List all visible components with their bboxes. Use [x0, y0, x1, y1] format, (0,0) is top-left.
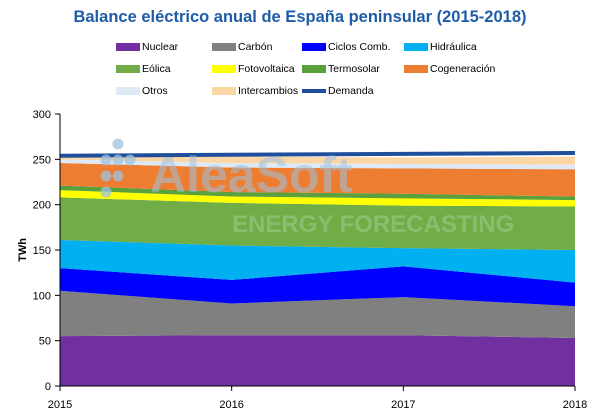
legend-swatch	[116, 65, 140, 73]
area-cogeneracion	[60, 162, 575, 197]
area-intercambios	[60, 156, 575, 165]
x-tick-label: 2018	[563, 399, 587, 411]
legend-label: Nuclear	[142, 41, 179, 53]
watermark-dot	[124, 154, 136, 166]
area-nuclear	[60, 335, 575, 386]
legend-item: Carbón	[212, 41, 272, 53]
y-axis-label: TWh	[17, 238, 29, 262]
legend-label: Termosolar	[328, 63, 380, 75]
legend-swatch	[212, 87, 236, 95]
watermark-tagline: ENERGY FORECASTING	[232, 211, 514, 238]
legend-label: Intercambios	[238, 85, 299, 97]
x-tick-label: 2016	[219, 399, 243, 411]
legend-swatch	[404, 65, 428, 73]
y-tick-label: 150	[33, 245, 51, 257]
legend-label: Fotovoltaica	[238, 63, 295, 75]
legend-label: Ciclos Comb.	[328, 41, 391, 53]
watermark-dot	[112, 138, 124, 150]
y-tick-label: 0	[45, 381, 51, 393]
legend-item: Eólica	[116, 63, 171, 75]
legend-item: Hidráulica	[404, 41, 477, 53]
watermark-dot	[100, 154, 112, 166]
legend-swatch	[212, 43, 236, 51]
y-tick-label: 100	[33, 290, 51, 302]
demand-line	[59, 150, 576, 158]
y-tick-label: 50	[39, 336, 51, 348]
legend-swatch	[404, 43, 428, 51]
x-tick-label: 2017	[391, 399, 415, 411]
legend-item: Nuclear	[116, 41, 178, 53]
area-hidraulica	[60, 240, 575, 283]
watermark-dot	[112, 154, 124, 166]
legend-label: Otros	[142, 85, 168, 97]
legend-label: Cogeneración	[430, 63, 496, 75]
y-tick-label: 300	[33, 109, 51, 121]
legend-item: Otros	[116, 85, 168, 97]
legend-swatch	[302, 43, 326, 51]
watermark-dot	[100, 170, 112, 182]
area-otros	[60, 159, 575, 170]
legend-item: Cogeneración	[404, 63, 495, 75]
watermark-dot	[112, 170, 124, 182]
legend-label: Demanda	[328, 85, 374, 97]
area-termosolar	[60, 185, 575, 201]
legend-swatch	[212, 65, 236, 73]
y-tick-label: 250	[33, 154, 51, 166]
legend-item: Fotovoltaica	[212, 63, 295, 75]
legend-item: Demanda	[302, 85, 374, 97]
area-fotovoltaica	[60, 190, 575, 207]
legend-label: Eólica	[142, 63, 171, 75]
legend-swatch	[116, 43, 140, 51]
legend-item: Termosolar	[302, 63, 380, 75]
x-tick-label: 2015	[48, 399, 72, 411]
y-tick-label: 200	[33, 200, 51, 212]
legend-item: Intercambios	[212, 85, 298, 97]
legend-swatch	[302, 89, 326, 93]
area-ciclos-comb	[60, 266, 575, 307]
watermark-brand: AleaSoft	[150, 147, 353, 203]
legend-swatch	[116, 87, 140, 95]
legend-label: Carbón	[238, 41, 273, 53]
chart-title: Balance eléctrico anual de España penins…	[73, 8, 527, 26]
legend-label: Hidráulica	[430, 41, 477, 53]
legend-swatch	[302, 65, 326, 73]
legend-item: Ciclos Comb.	[302, 41, 390, 53]
watermark-dot	[100, 186, 112, 198]
area-eolica	[60, 197, 575, 250]
area-carbon	[60, 290, 575, 338]
